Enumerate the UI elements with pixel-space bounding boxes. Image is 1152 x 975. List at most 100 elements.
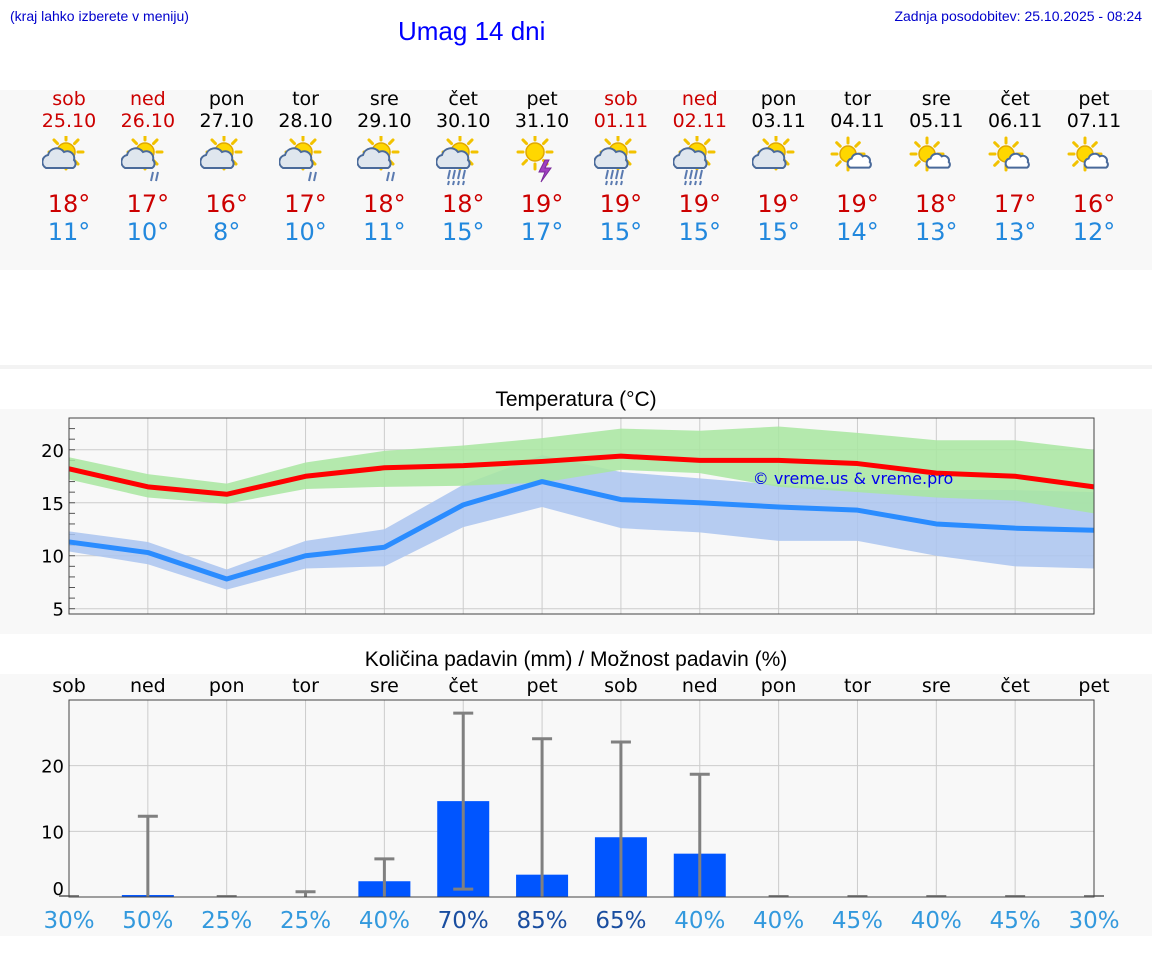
rain-drop [307,171,312,182]
rain-drop [688,180,692,186]
rain-drop [688,169,693,180]
day-name: ned [681,88,718,110]
temp-max: 19° [836,190,879,218]
day-date: 05.11 [909,110,964,132]
sun-disc [525,142,545,162]
temp-max: 17° [993,190,1037,218]
day-name: tor [292,88,319,110]
precipitation-probability: 50% [122,908,173,934]
x-category-label: pon [209,675,245,697]
precipitation-probability: 65% [595,908,646,934]
sun-cloud-rain-icon [436,136,479,186]
precipitation-probability: 85% [517,908,568,934]
lightning-bolt [538,159,553,183]
sun-small-cloud-icon [1067,136,1109,172]
temp-min: 15° [441,218,485,246]
sun-ray [52,138,60,146]
temp-min: 13° [993,218,1037,246]
sun-ray [1072,141,1079,148]
sun-cloud-rain-icon [672,136,716,186]
temp-max: 18° [441,190,485,218]
sun-ray [388,138,395,146]
x-category-label: pet [1078,675,1109,697]
day-name: sob [604,88,638,110]
sun-small-cloud-icon [830,136,873,172]
cloud-shape [1083,152,1109,169]
x-category-label: sre [370,675,399,697]
cloud-shape [436,147,471,169]
rain-drop [683,180,687,186]
day-name: pon [208,88,245,110]
precipitation-probability: 70% [438,908,489,934]
day-name: pon [760,88,797,110]
sun-ray [151,138,159,146]
temp-min: 12° [1072,218,1116,246]
last-updated: Zadnja posodobitev: 25.10.2025 - 08:24 [894,8,1142,24]
sun-ray [993,141,1000,148]
temp-max: 19° [678,190,722,218]
cloud-shape [672,147,708,169]
sun-ray [835,141,843,148]
temp-min: 17° [520,218,564,246]
temp-max: 19° [757,190,800,218]
x-category-label: ned [130,675,166,697]
temp-max: 18° [47,190,91,218]
rain-drop [604,169,609,180]
sun-ray [542,138,549,146]
y-tick-label: 10 [41,822,64,843]
sun-cloud-light-rain-icon [278,136,322,182]
sun-ray [521,158,529,166]
divider [0,365,1152,369]
day-name: čet [448,88,479,110]
sun-ray [914,141,922,148]
day-name: pet [526,88,558,110]
rain-drop [312,171,317,182]
temp-max: 19° [520,190,564,218]
sun-small-cloud-icon [988,136,1031,172]
x-category-label: sob [52,675,86,697]
sun-ray [604,138,611,146]
rain-drop [604,180,608,186]
day-name: sob [52,88,86,110]
cloud-shape [357,147,392,169]
sun-ray [762,138,769,146]
sun-small-cloud-icon [909,136,952,172]
temp-min: 11° [363,218,406,246]
sun-cloud-icon [751,136,795,171]
sun-ray [993,160,1000,167]
rain-drop [452,169,457,180]
plot-area [69,700,1094,897]
cloud-shape [120,147,156,169]
precipitation-probability: 45% [990,908,1041,934]
precipitation-probability: 25% [280,908,331,934]
sun-cloud-light-rain-icon [357,136,400,182]
min-temp-line [68,479,1095,582]
sun-cloud-rain-icon [436,136,479,186]
rain-drop [698,180,702,186]
sun-cloud-icon [42,136,85,171]
temp-min: 10° [126,218,170,246]
sun-ray [230,138,238,146]
precipitation-probability: 40% [753,908,804,934]
sun-ray [835,160,843,167]
forecast-band [0,90,1152,270]
sun-ray [521,138,529,146]
precipitation-chart: sob ned pon tor sre čet pet sob ned pon tor sre čet p… [41,675,1119,934]
rain-drop [386,171,391,182]
cloud-shape [925,152,952,169]
cloud-shape [42,147,77,169]
page-title: Umag 14 dni [398,16,546,46]
sun-thunder-icon [516,136,554,183]
temp-max: 19° [599,190,643,218]
sun-ray [367,138,375,146]
sun-ray [933,141,941,148]
day-date: 02.11 [672,110,727,132]
temp-max: 18° [363,190,406,218]
sun-cloud-icon [42,136,85,171]
day-date: 25.10 [41,110,97,132]
sun-ray [782,138,790,146]
temp-max: 17° [126,190,170,218]
temperature-chart: 5 10 15 20 © vreme.us & vreme.pro [41,417,1095,621]
sun-ray [131,138,138,146]
precipitation-chart-title: Količina padavin (mm) / Možnost padavin … [364,648,788,671]
